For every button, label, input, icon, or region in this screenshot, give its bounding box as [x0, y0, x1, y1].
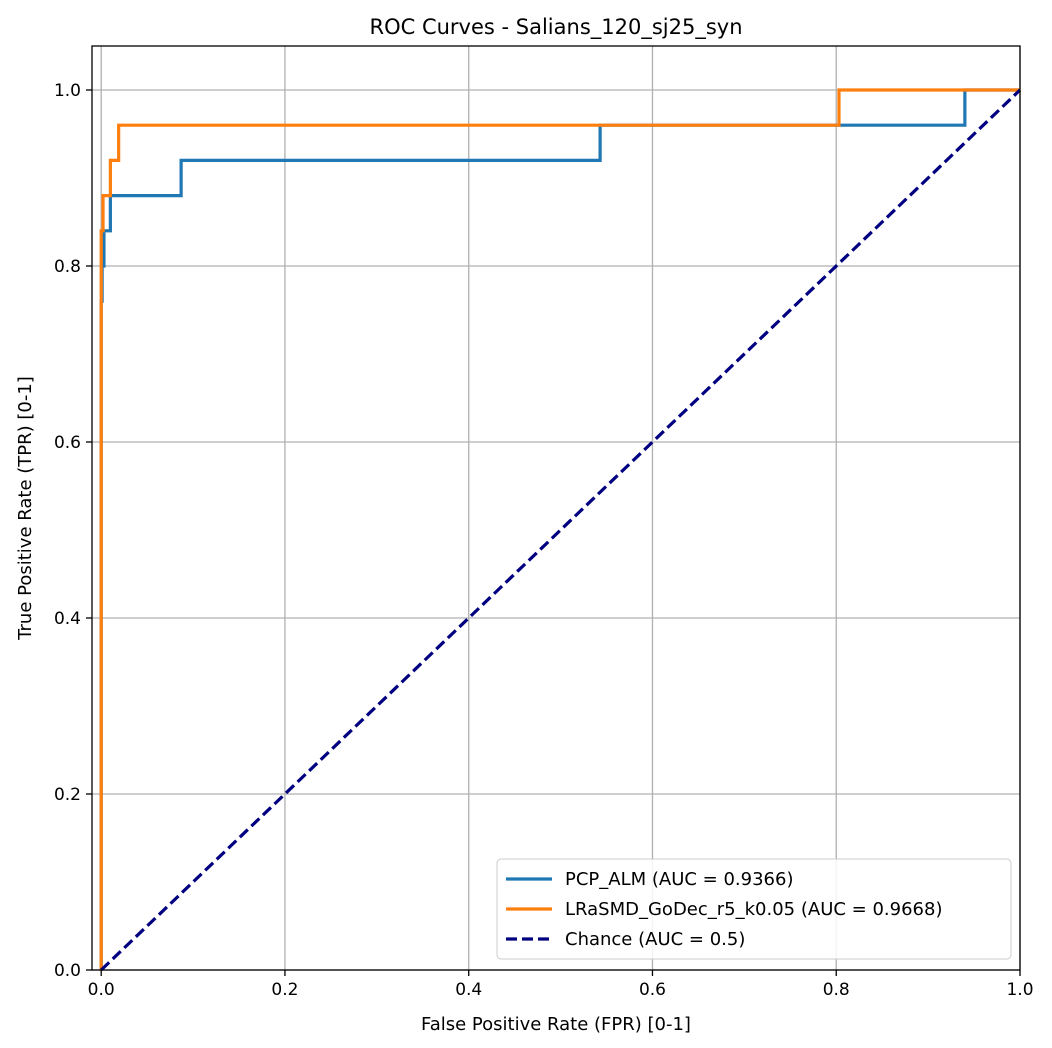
legend-box — [496, 858, 1012, 960]
legend-entry-lrasmd-godec: LRaSMD_GoDec_r5_k0.05 (AUC = 0.9668) — [506, 899, 942, 920]
y-axis-label: True Positive Rate (TPR) [0-1] — [15, 376, 36, 641]
legend-label: Chance (AUC = 0.5) — [565, 929, 745, 950]
legend: PCP_ALM (AUC = 0.9366) LRaSMD_GoDec_r5_k0… — [496, 858, 1012, 960]
chance-line — [100, 88, 1022, 972]
series-lines — [99, 88, 1022, 972]
axis-ticks: 0.0 0.2 0.4 0.6 0.8 1.0 0.0 0.2 0.4 0.6 0.8 1.0 — [54, 81, 1034, 1000]
x-axis-label: False Positive Rate (FPR) [0-1] — [421, 1014, 691, 1035]
y-tick-label: 0.4 — [54, 609, 81, 629]
x-tick-label: 0.6 — [639, 980, 666, 1000]
chart-title: ROC Curves - Salians_120_sj25_syn — [369, 15, 742, 40]
plot-frame — [91, 45, 1021, 971]
x-tick-label: 0.8 — [823, 980, 850, 1000]
x-tick-label: 0.0 — [88, 980, 115, 1000]
legend-entry-chance: Chance (AUC = 0.5) — [506, 929, 745, 950]
y-tick-label: 0.6 — [54, 433, 81, 453]
legend-label: LRaSMD_GoDec_r5_k0.05 (AUC = 0.9668) — [565, 899, 942, 920]
legend-entry-pcp-alm: PCP_ALM (AUC = 0.9366) — [506, 869, 793, 890]
grid-lines — [92, 46, 1021, 971]
y-tick-label: 0.8 — [54, 257, 81, 277]
lrasmd-godec-roc-line — [99, 88, 1020, 970]
x-tick-label: 1.0 — [1006, 980, 1033, 1000]
y-tick-label: 1.0 — [54, 81, 81, 101]
y-tick-label: 0.2 — [54, 785, 81, 805]
x-tick-label: 0.4 — [455, 980, 482, 1000]
x-tick-label: 0.2 — [271, 980, 298, 1000]
y-tick-label: 0.0 — [54, 961, 81, 981]
legend-label: PCP_ALM (AUC = 0.9366) — [565, 869, 793, 890]
